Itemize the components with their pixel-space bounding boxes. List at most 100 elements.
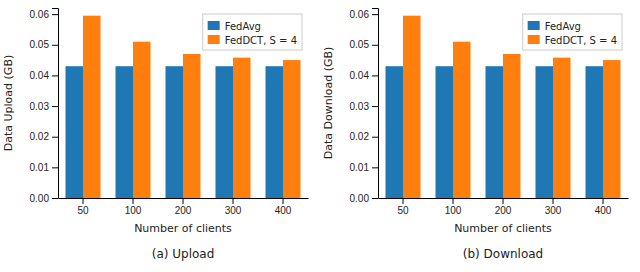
y-axis-title: Data Download (GB) xyxy=(322,47,335,160)
y-axis-line xyxy=(372,9,379,199)
x-tick-label: 50 xyxy=(397,205,409,216)
bar xyxy=(403,16,421,198)
x-tick: 50 xyxy=(77,198,89,216)
x-tick-label: 400 xyxy=(275,205,292,216)
bar xyxy=(233,58,251,198)
panel: 501002003004000.000.010.020.030.040.050.… xyxy=(2,9,309,262)
y-tick-mark xyxy=(52,14,58,15)
x-tick: 400 xyxy=(595,198,612,216)
y-tick: 0.04 xyxy=(30,70,58,81)
legend-label: FedDCT, S = 4 xyxy=(225,35,297,46)
x-tick-label: 300 xyxy=(225,205,242,216)
legend: FedAvg FedDCT, S = 4 xyxy=(203,14,302,50)
bar xyxy=(503,54,521,198)
bar xyxy=(266,66,284,198)
y-tick-label: 0.01 xyxy=(350,162,370,173)
bars xyxy=(66,16,301,198)
x-tick: 100 xyxy=(445,198,462,216)
bar-series xyxy=(83,16,301,198)
x-tick: 100 xyxy=(125,198,142,216)
legend-swatch xyxy=(208,35,220,44)
y-tick-mark xyxy=(52,198,58,199)
y-tick: 0.06 xyxy=(350,9,378,20)
x-tick-mark xyxy=(453,198,454,204)
legend-swatch xyxy=(528,21,540,30)
bar xyxy=(83,16,101,198)
panel: 501002003004000.000.010.020.030.040.050.… xyxy=(322,9,629,262)
x-tick: 200 xyxy=(495,198,512,216)
x-tick-label: 200 xyxy=(175,205,192,216)
y-tick-mark xyxy=(372,45,378,46)
x-tick: 300 xyxy=(545,198,562,216)
legend-box xyxy=(523,14,622,50)
x-axis-title: Number of clients xyxy=(454,222,552,235)
x-axis: 50 100 200 300 400 xyxy=(379,198,629,216)
x-tick: 400 xyxy=(275,198,292,216)
legend-item: FedDCT, S = 4 xyxy=(528,35,617,46)
bar-series xyxy=(403,16,621,198)
x-axis: 50 100 200 300 400 xyxy=(59,198,309,216)
y-tick-label: 0.01 xyxy=(30,162,50,173)
x-tick: 200 xyxy=(175,198,192,216)
bar xyxy=(453,42,471,198)
y-tick-mark xyxy=(372,106,378,107)
bar xyxy=(386,66,404,198)
bar xyxy=(166,66,184,198)
y-tick-mark xyxy=(372,137,378,138)
y-tick-label: 0.04 xyxy=(30,70,50,81)
y-tick-label: 0.06 xyxy=(350,9,370,20)
bar xyxy=(66,66,84,198)
caption: (a) Upload xyxy=(152,247,215,261)
y-tick-mark xyxy=(372,14,378,15)
y-tick-label: 0.00 xyxy=(30,193,50,204)
x-tick-label: 200 xyxy=(495,205,512,216)
bar xyxy=(436,66,454,198)
figure: 501002003004000.000.010.020.030.040.050.… xyxy=(0,0,640,272)
legend-swatch xyxy=(208,21,220,30)
y-tick-mark xyxy=(52,106,58,107)
bars xyxy=(386,16,621,198)
y-tick: 0.03 xyxy=(350,101,378,112)
x-tick-label: 100 xyxy=(125,205,142,216)
x-tick-mark xyxy=(553,198,554,204)
y-tick: 0.02 xyxy=(30,131,58,142)
x-tick-mark xyxy=(403,198,404,204)
y-tick-label: 0.05 xyxy=(30,39,50,50)
x-axis-title: Number of clients xyxy=(134,222,232,235)
y-axis: 0.00 0.01 0.02 0.03 0.04 0.05 0.06 xyxy=(350,9,379,204)
y-tick-mark xyxy=(52,167,58,168)
y-tick: 0.01 xyxy=(350,162,378,173)
x-tick-mark xyxy=(233,198,234,204)
y-tick-label: 0.05 xyxy=(350,39,370,50)
y-tick: 0.00 xyxy=(30,193,58,204)
y-tick: 0.02 xyxy=(350,131,378,142)
bar xyxy=(116,66,134,198)
x-tick-label: 50 xyxy=(77,205,89,216)
legend: FedAvg FedDCT, S = 4 xyxy=(523,14,622,50)
legend-label: FedDCT, S = 4 xyxy=(545,35,617,46)
bar xyxy=(586,66,604,198)
y-tick-label: 0.00 xyxy=(350,193,370,204)
y-tick: 0.00 xyxy=(350,193,378,204)
x-tick-mark xyxy=(83,198,84,204)
y-tick-label: 0.02 xyxy=(350,131,370,142)
legend-swatch xyxy=(528,35,540,44)
legend-box xyxy=(203,14,302,50)
x-tick-mark xyxy=(503,198,504,204)
x-tick-mark xyxy=(133,198,134,204)
bar xyxy=(283,60,301,198)
legend-item: FedAvg xyxy=(208,21,261,32)
y-axis: 0.000.010.020.030.040.050.06 xyxy=(30,9,59,204)
x-tick-label: 400 xyxy=(595,205,612,216)
x-tick-label: 300 xyxy=(545,205,562,216)
y-tick-mark xyxy=(52,75,58,76)
bar xyxy=(603,60,621,198)
y-tick: 0.04 xyxy=(350,70,378,81)
bar xyxy=(183,54,201,198)
y-axis-title: Data Upload (GB) xyxy=(2,55,15,151)
legend-label: FedAvg xyxy=(545,21,581,32)
y-tick: 0.05 xyxy=(350,39,378,50)
y-tick-label: 0.03 xyxy=(350,101,370,112)
y-tick: 0.01 xyxy=(30,162,58,173)
x-tick: 300 xyxy=(225,198,242,216)
